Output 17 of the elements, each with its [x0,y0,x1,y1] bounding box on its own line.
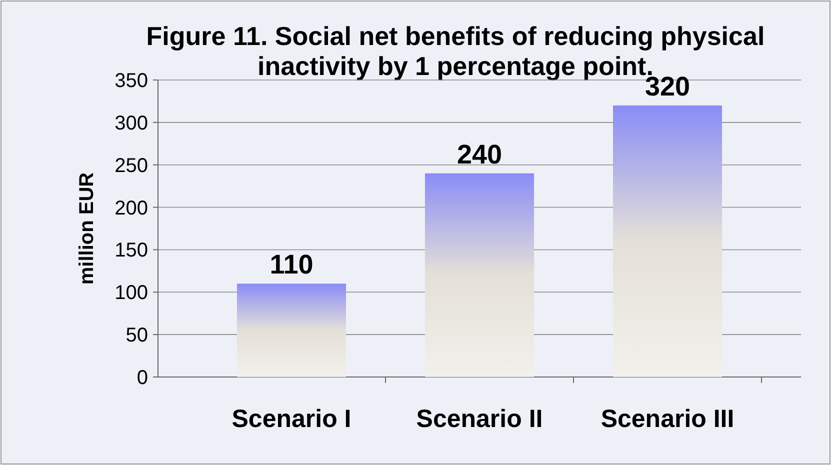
bar [612,105,722,377]
y-tick-label: 300 [114,112,148,134]
x-tick-label: Scenario II [416,405,543,433]
y-tick-label: 100 [114,282,148,304]
x-tick-label: Scenario I [232,405,352,433]
y-tick-label: 200 [114,197,148,220]
bar [236,284,346,377]
y-tick-label: 50 [126,324,148,347]
y-tick-label: 0 [136,367,148,389]
y-tick-label: 250 [114,154,148,177]
y-tick-label: 350 [114,70,148,92]
x-tick-label: Scenario III [600,405,734,433]
y-tick-label: 150 [114,240,148,262]
data-label: 110 [270,250,314,280]
data-label: 240 [456,139,502,170]
bar [424,173,534,377]
y-axis-title: million EUR [76,172,98,285]
